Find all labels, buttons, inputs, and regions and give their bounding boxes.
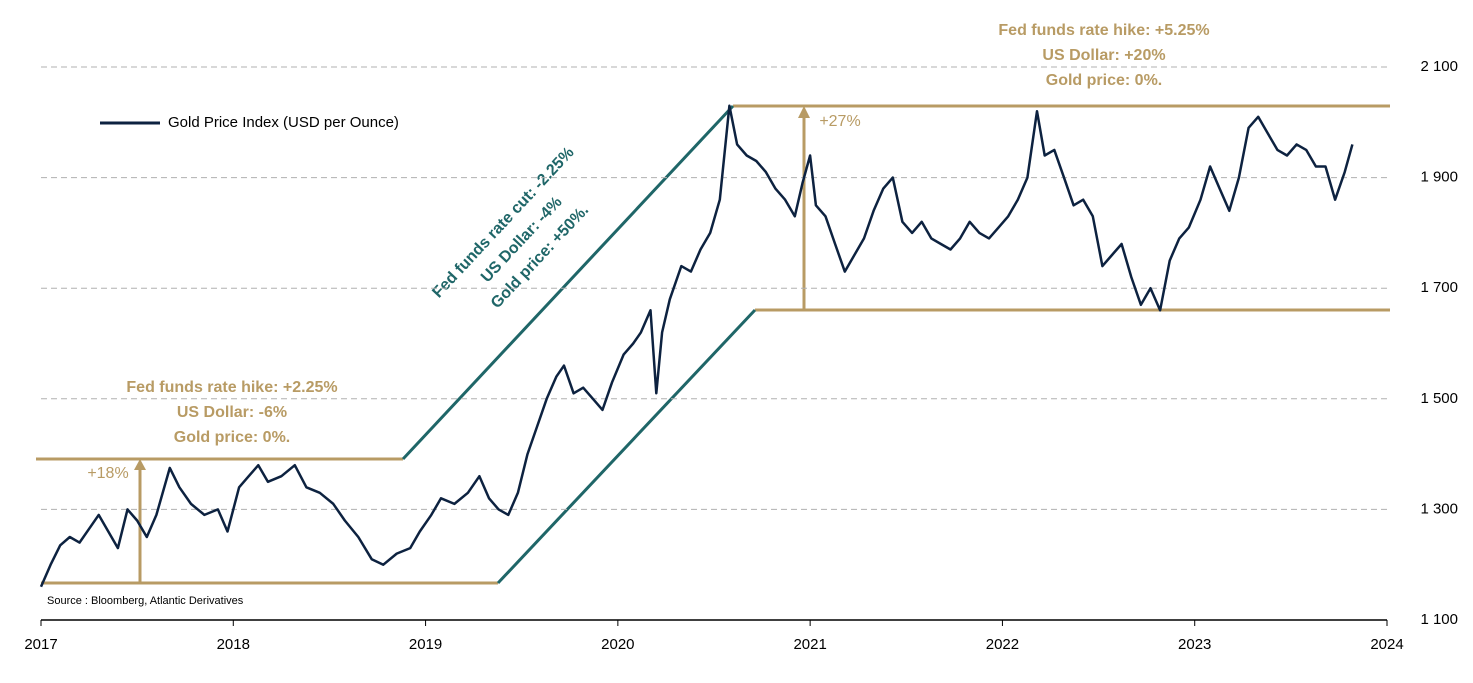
annotation-shapes	[36, 104, 1390, 585]
source: Source : Bloomberg, Atlantic Derivatives	[47, 595, 244, 607]
y-tick-label: 1 100	[1420, 611, 1458, 628]
arrow-head	[798, 106, 810, 118]
y-tick-label: 1 900	[1420, 169, 1458, 186]
x-tick-label: 2022	[986, 636, 1019, 653]
x-tick-label: 2018	[217, 636, 250, 653]
x-tick-label: 2024	[1370, 636, 1403, 653]
annotation: US Dollar: -6%	[177, 404, 287, 421]
channel-annotation: Fed funds rate cut: -2.25% US Dollar: -4…	[429, 144, 592, 312]
annotation: +18%	[87, 465, 128, 482]
y-tick-label: 1 700	[1420, 279, 1458, 296]
annotation: +27%	[819, 113, 860, 130]
y-tick-label: 1 300	[1420, 500, 1458, 517]
legend-label: Gold Price Index (USD per Ounce)	[168, 114, 399, 131]
price-line	[39, 104, 1354, 588]
annotation: Gold price: 0%.	[1046, 72, 1162, 89]
y-tick-label: 2 100	[1420, 58, 1458, 75]
x-tick-label: 2017	[24, 636, 57, 653]
arrow-head	[134, 459, 146, 470]
x-tick-label: 2023	[1178, 636, 1211, 653]
annotation: Gold price: 0%.	[174, 429, 290, 446]
annotation: Fed funds rate cut: -2.25%	[429, 144, 577, 301]
x-tick-label: 2019	[409, 636, 442, 653]
channel-line	[401, 104, 735, 461]
channel-line	[496, 308, 757, 585]
y-tick-label: 1 500	[1420, 390, 1458, 407]
x-tick-label: 2021	[793, 636, 826, 653]
annotation: Fed funds rate hike: +2.25%	[126, 379, 337, 396]
annotation: US Dollar: +20%	[1042, 47, 1165, 64]
x-tick-label: 2020	[601, 636, 634, 653]
annotation: Fed funds rate hike: +5.25%	[998, 22, 1209, 39]
